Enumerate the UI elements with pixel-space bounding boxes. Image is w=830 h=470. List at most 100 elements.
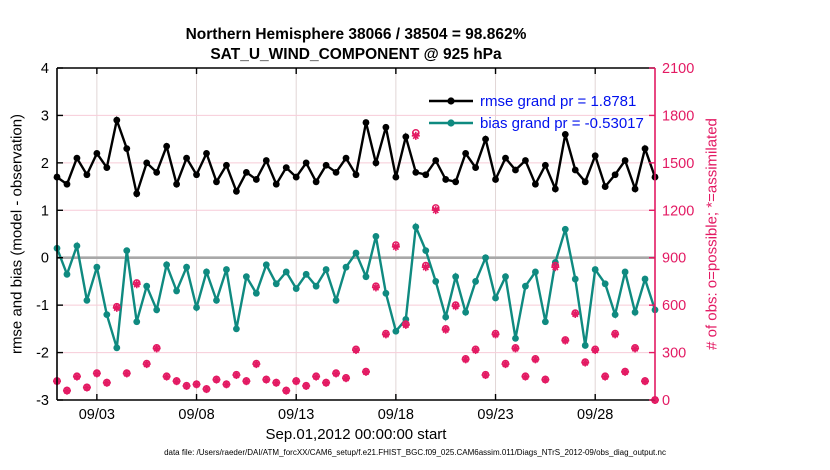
assimilated-marker bbox=[283, 387, 290, 395]
rmse-marker bbox=[302, 159, 310, 167]
assimilated-marker bbox=[472, 346, 479, 354]
bias-marker bbox=[153, 306, 161, 314]
assimilated-marker bbox=[422, 263, 429, 271]
x-tick-label: 09/28 bbox=[577, 407, 613, 423]
assimilated-marker bbox=[93, 370, 101, 377]
assimilated-marker bbox=[143, 360, 150, 368]
bias-marker bbox=[512, 334, 519, 342]
bias-marker bbox=[242, 273, 250, 281]
bias-marker bbox=[183, 263, 190, 271]
assimilated-marker bbox=[203, 385, 210, 393]
assimilated-marker bbox=[193, 380, 200, 388]
bias-marker bbox=[492, 294, 499, 302]
bias-marker bbox=[83, 297, 91, 304]
rmse-marker bbox=[591, 152, 599, 160]
rmse-marker bbox=[123, 145, 131, 153]
rmse-marker bbox=[412, 168, 420, 176]
rmse-marker bbox=[362, 119, 370, 126]
bias-marker bbox=[282, 268, 290, 276]
bias-marker bbox=[561, 225, 569, 233]
bias-marker bbox=[462, 308, 470, 316]
assimilated-marker bbox=[133, 280, 140, 288]
bias-marker bbox=[143, 282, 151, 290]
rmse-marker bbox=[352, 171, 360, 179]
assimilated-marker bbox=[402, 321, 410, 329]
left-tick-label: 2 bbox=[41, 156, 49, 172]
right-tick-label: 1800 bbox=[662, 108, 694, 124]
assimilated-marker bbox=[243, 377, 250, 385]
left-tick-label: 3 bbox=[41, 108, 49, 124]
rmse-marker bbox=[332, 168, 340, 176]
rmse-marker bbox=[252, 176, 260, 183]
right-tick-label: 2100 bbox=[662, 61, 694, 77]
bias-marker bbox=[262, 261, 270, 269]
bias-marker bbox=[123, 247, 131, 255]
bias-marker bbox=[193, 304, 200, 311]
right-tick-label: 1200 bbox=[662, 203, 694, 219]
rmse-marker bbox=[422, 171, 430, 179]
bias-marker bbox=[452, 273, 460, 281]
assimilated-marker bbox=[621, 368, 629, 376]
assimilated-marker bbox=[432, 206, 439, 214]
assimilated-marker bbox=[253, 360, 260, 368]
bias-marker bbox=[332, 297, 340, 304]
assimilated-marker bbox=[382, 330, 390, 338]
rmse-marker bbox=[601, 183, 609, 190]
bias-marker bbox=[252, 289, 260, 297]
bias-marker bbox=[601, 280, 609, 288]
assimilated-marker bbox=[362, 368, 370, 376]
rmse-marker bbox=[432, 157, 440, 164]
bias-marker bbox=[571, 275, 579, 283]
left-tick-label: -2 bbox=[36, 346, 49, 362]
assimilated-marker bbox=[372, 284, 380, 291]
data-file-caption: data file: /Users/raeder/DAI/ATM_forcXX/… bbox=[164, 448, 666, 457]
assimilated-marker bbox=[592, 346, 599, 354]
bias-legend-marker bbox=[429, 119, 473, 127]
rmse-marker bbox=[402, 133, 410, 141]
bias-marker bbox=[223, 266, 230, 273]
rmse-marker bbox=[143, 159, 151, 167]
rmse-marker bbox=[551, 185, 559, 193]
assimilated-marker bbox=[342, 374, 350, 382]
assimilated-marker bbox=[183, 382, 190, 390]
bias-marker bbox=[362, 273, 370, 281]
bias-marker bbox=[213, 297, 220, 304]
left-tick-label: -1 bbox=[36, 298, 49, 314]
rmse-marker bbox=[492, 176, 499, 183]
rmse-legend-marker bbox=[429, 97, 473, 105]
left-axis-label: rmse and bias (model - observation) bbox=[8, 113, 26, 355]
bias-marker bbox=[352, 249, 360, 257]
assimilated-marker bbox=[532, 355, 539, 363]
rmse-marker bbox=[382, 123, 390, 131]
legend-item-bias: bias grand pr = -0.53017 bbox=[428, 112, 644, 134]
rmse-marker bbox=[203, 149, 210, 157]
assimilated-marker bbox=[263, 376, 270, 384]
rmse-marker bbox=[472, 164, 479, 172]
bias-marker bbox=[641, 275, 649, 283]
bias-marker bbox=[73, 242, 81, 250]
assimilated-marker bbox=[113, 304, 120, 312]
assimilated-marker bbox=[83, 384, 91, 391]
right-tick-label: 0 bbox=[662, 393, 670, 409]
right-tick-label: 300 bbox=[662, 346, 686, 362]
rmse-marker bbox=[213, 178, 220, 186]
rmse-marker bbox=[392, 173, 400, 181]
bias-marker bbox=[442, 313, 450, 321]
bias-marker bbox=[382, 289, 390, 297]
bias-marker bbox=[292, 285, 300, 292]
bias-marker bbox=[163, 261, 171, 269]
bias-marker bbox=[581, 342, 589, 349]
bias-marker bbox=[233, 325, 240, 333]
bias-marker bbox=[432, 278, 440, 285]
assimilated-marker bbox=[482, 371, 489, 379]
rmse-marker bbox=[173, 180, 181, 188]
x-tick-label: 09/08 bbox=[178, 407, 214, 423]
assimilated-marker bbox=[552, 263, 559, 271]
bias-marker bbox=[392, 327, 400, 335]
assimilated-marker bbox=[392, 243, 400, 251]
rmse-marker bbox=[73, 154, 81, 162]
assimilated-marker bbox=[173, 377, 180, 385]
assimilated-marker bbox=[103, 379, 111, 387]
left-tick-label: 1 bbox=[41, 203, 49, 219]
assimilated-marker bbox=[312, 373, 320, 381]
